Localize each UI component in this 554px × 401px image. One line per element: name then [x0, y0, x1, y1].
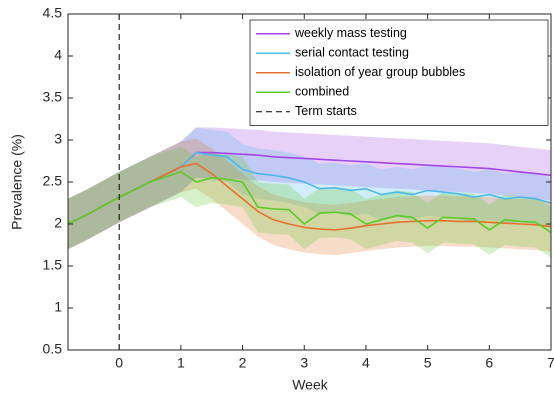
- y-tick-label: 4.5: [43, 5, 63, 21]
- confidence-band: [68, 127, 551, 250]
- x-tick-label: 3: [300, 355, 308, 371]
- y-tick-label: 3: [54, 131, 62, 147]
- confidence-band: [68, 127, 551, 250]
- x-tick-label: 1: [177, 355, 185, 371]
- y-tick-label: 4: [54, 47, 62, 63]
- legend-label: isolation of year group bubbles: [295, 65, 465, 79]
- x-tick-label: 5: [424, 355, 432, 371]
- series-line: [67, 171, 552, 234]
- legend-label: Term starts: [295, 104, 357, 118]
- legend-label: weekly mass testing: [294, 26, 407, 40]
- x-axis-label: Week: [292, 377, 329, 393]
- x-tick-label: 7: [547, 355, 554, 371]
- y-tick-label: 1: [54, 299, 62, 315]
- y-tick-label: 1.5: [43, 257, 63, 273]
- legend-label: serial contact testing: [295, 46, 409, 60]
- legend-label: combined: [295, 85, 349, 99]
- y-tick-label: 2: [54, 215, 62, 231]
- y-axis-label: Prevalence (%): [9, 134, 25, 230]
- y-tick-label: 3.5: [43, 89, 63, 105]
- x-tick-label: 2: [239, 355, 247, 371]
- y-tick-label: 0.5: [43, 341, 63, 357]
- series-line: [67, 151, 552, 225]
- legend-box: [249, 19, 549, 126]
- x-tick-label: 0: [115, 355, 123, 371]
- y-tick-label: 2.5: [43, 173, 63, 189]
- legend: weekly mass testing serial contact testin…: [249, 19, 549, 126]
- x-tick-label: 4: [362, 355, 370, 371]
- confidence-band: [68, 146, 551, 258]
- x-tick-label: 6: [485, 355, 493, 371]
